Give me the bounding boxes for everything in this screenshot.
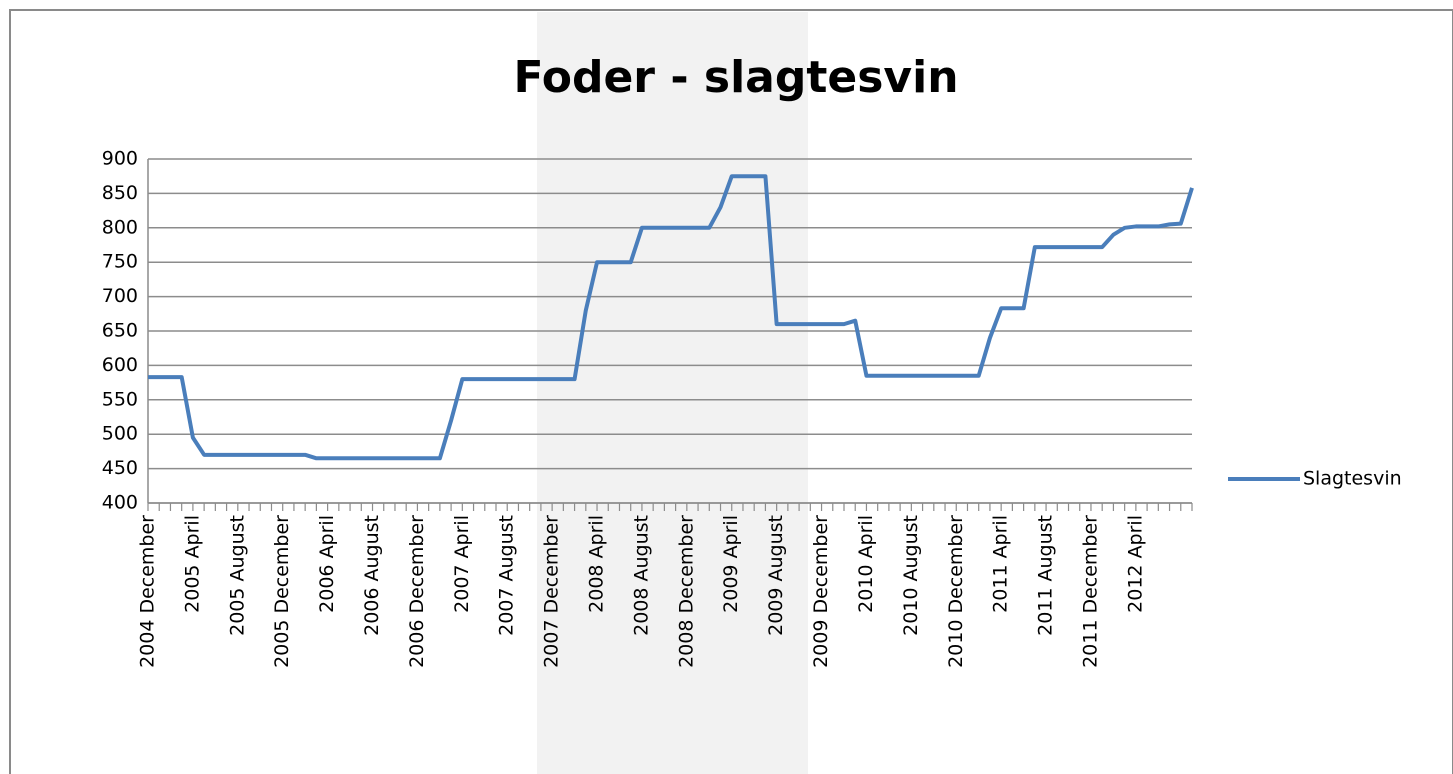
y-tick-label: 600 [102,354,138,376]
x-tick-label: 2007 April [451,515,473,613]
x-tick-label: 2010 December [945,515,967,668]
x-tick-label: 2008 December [675,515,697,668]
y-tick-label: 500 [102,423,138,445]
x-tick-label: 2007 August [496,515,518,636]
legend-label: Slagtesvin [1303,468,1402,490]
x-tick-label: 2008 April [586,515,608,613]
x-tick-label: 2010 August [900,515,922,636]
x-tick-label: 2005 April [181,515,203,613]
x-tick-label: 2009 August [765,515,787,636]
y-tick-label: 700 [102,285,138,307]
x-tick-label: 2008 August [630,515,652,636]
chart-border [9,9,1453,774]
x-tick-label: 2004 December [137,515,159,668]
x-tick-label: 2011 December [1079,515,1101,668]
y-tick-label: 900 [102,148,138,170]
selection-highlight [537,12,808,774]
y-tick-label: 800 [102,216,138,238]
x-tick-label: 2006 December [406,515,428,668]
x-tick-label: 2010 April [855,515,877,613]
x-tick-label: 2011 August [1035,515,1057,636]
x-tick-label: 2006 August [361,515,383,636]
x-tick-label: 2005 December [271,515,293,668]
y-tick-label: 650 [102,320,138,342]
x-tick-label: 2011 April [990,515,1012,613]
y-tick-label: 400 [102,492,138,514]
x-tick-label: 2009 December [810,515,832,668]
x-tick-label: 2006 April [316,515,338,613]
y-tick-label: 850 [102,182,138,204]
x-tick-label: 2012 April [1124,515,1146,613]
y-tick-label: 550 [102,388,138,410]
x-tick-label: 2005 August [226,515,248,636]
x-tick-label: 2007 December [541,515,563,668]
line-series [148,174,1194,461]
y-tick-label: 450 [102,457,138,479]
chart-title: Foder - slagtesvin [513,52,958,103]
x-tick-label: 2009 April [720,515,742,613]
y-tick-label: 750 [102,251,138,273]
